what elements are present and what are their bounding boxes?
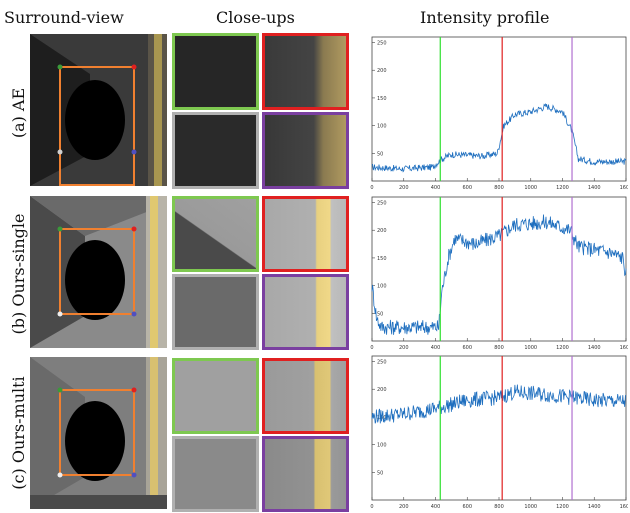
plot-frame — [371, 355, 627, 501]
y-tick-label: 50 — [377, 470, 383, 476]
x-tick-label: 200 — [399, 185, 409, 191]
header-close-ups: Close-ups — [216, 8, 295, 27]
y-tick-label: 100 — [377, 284, 387, 290]
header-intensity-profile: Intensity profile — [420, 8, 550, 27]
closeup-a-red — [262, 33, 349, 110]
surround-view-b — [30, 196, 167, 348]
y-tick-label: 250 — [377, 360, 387, 366]
y-tick-label: 100 — [377, 124, 387, 130]
closeup-a-purple — [262, 112, 349, 189]
x-tick-label: 1000 — [524, 345, 537, 351]
x-tick-label: 0 — [370, 185, 373, 191]
y-tick-label: 200 — [377, 228, 387, 234]
x-tick-label: 1400 — [588, 504, 601, 510]
x-tick-label: 1600 — [620, 504, 628, 510]
closeup-c-green — [172, 358, 259, 434]
intensity-line — [371, 214, 627, 335]
x-tick-label: 600 — [462, 504, 472, 510]
x-tick-label: 1200 — [556, 504, 569, 510]
closeup-a-green — [172, 33, 259, 110]
closeup-a-gray — [172, 112, 259, 189]
y-tick-label: 200 — [377, 68, 387, 74]
x-tick-label: 600 — [462, 185, 472, 191]
closeup-c-red — [262, 358, 349, 434]
row-label-b: (b) Ours-single — [9, 213, 28, 335]
y-tick-label: 50 — [377, 311, 383, 317]
x-tick-label: 0 — [370, 504, 373, 510]
surround-view-a — [30, 34, 167, 186]
x-tick-label: 200 — [399, 504, 409, 510]
plot-frame — [371, 36, 627, 182]
x-tick-label: 1200 — [556, 345, 569, 351]
x-tick-label: 800 — [494, 185, 504, 191]
x-tick-label: 1200 — [556, 185, 569, 191]
x-tick-label: 1000 — [524, 504, 537, 510]
closeup-b-gray — [172, 274, 259, 350]
x-tick-label: 800 — [494, 504, 504, 510]
y-tick-label: 150 — [377, 256, 387, 262]
x-tick-label: 600 — [462, 345, 472, 351]
surround-view-c — [30, 357, 167, 509]
closeup-c-gray — [172, 436, 259, 512]
x-tick-label: 0 — [370, 345, 373, 351]
x-tick-label: 800 — [494, 345, 504, 351]
y-tick-label: 100 — [377, 443, 387, 449]
x-tick-label: 1600 — [620, 185, 628, 191]
y-tick-label: 200 — [377, 387, 387, 393]
plot-frame — [371, 196, 627, 342]
intensity-plot-b: 50 100 150 200 250 0 200 400 600 800 1000 1200 1400 1… — [370, 196, 628, 351]
row-label-a: (a) AE — [9, 87, 28, 139]
x-tick-label: 1600 — [620, 345, 628, 351]
intensity-plot-a: 50 100 150 200 250 0 200 400 600 800 1000 1200 1400 1… — [370, 36, 628, 191]
x-tick-label: 1400 — [588, 345, 601, 351]
x-tick-label: 200 — [399, 345, 409, 351]
x-tick-label: 1400 — [588, 185, 601, 191]
y-tick-label: 250 — [377, 201, 387, 207]
x-tick-label: 1000 — [524, 185, 537, 191]
closeup-c-purple — [262, 436, 349, 512]
intensity-line — [371, 384, 627, 424]
closeup-b-green — [172, 196, 259, 272]
intensity-line — [371, 103, 627, 173]
closeup-b-purple — [262, 274, 349, 350]
x-tick-label: 400 — [431, 345, 441, 351]
y-tick-label: 250 — [377, 41, 387, 47]
row-label-c: (c) Ours-multi — [9, 376, 28, 490]
header-surround-view: Surround-view — [4, 8, 124, 27]
x-tick-label: 400 — [431, 504, 441, 510]
y-tick-label: 150 — [377, 96, 387, 102]
y-tick-label: 50 — [377, 151, 383, 157]
x-tick-label: 400 — [431, 185, 441, 191]
closeup-b-red — [262, 196, 349, 272]
